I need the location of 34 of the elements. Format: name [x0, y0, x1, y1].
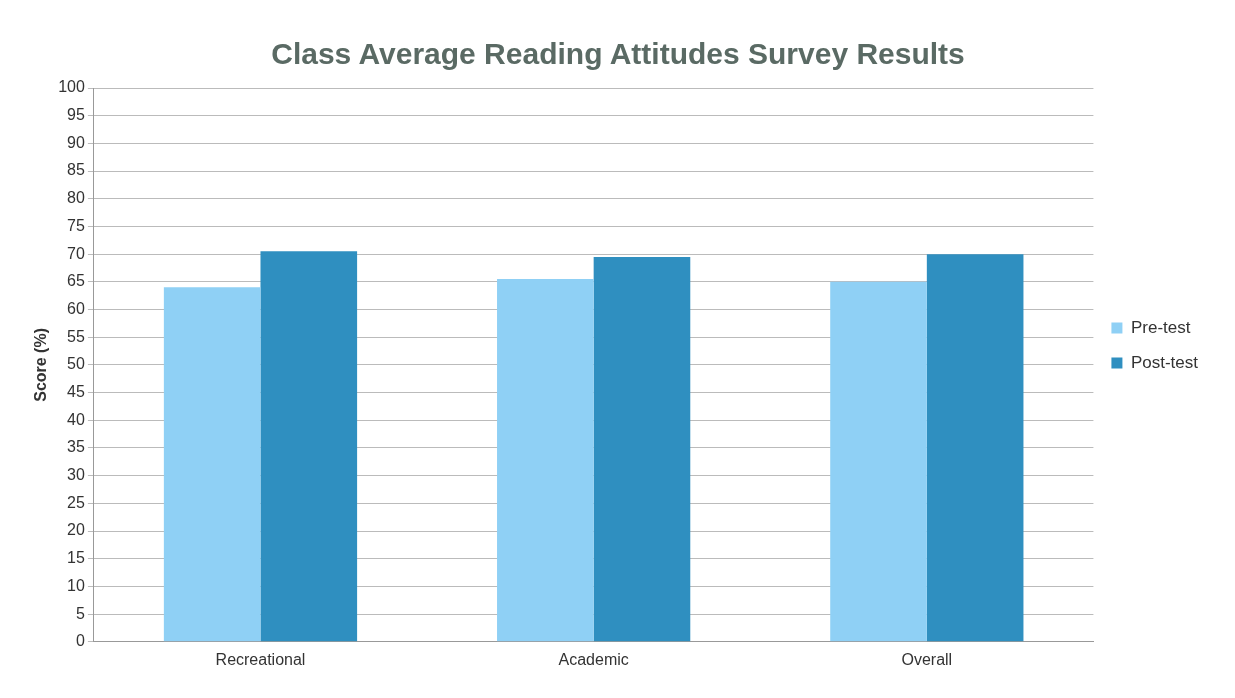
legend-label: Post-test: [1130, 352, 1199, 372]
y-tick-label: 40: [67, 410, 85, 428]
y-tick-label: 30: [67, 466, 85, 484]
y-tick-label: 10: [67, 576, 85, 594]
x-tick-label: Recreational: [215, 650, 306, 668]
y-tick-label: 85: [67, 161, 85, 179]
bar: [260, 251, 358, 642]
y-tick-label: 25: [67, 493, 85, 511]
y-tick-label: 70: [67, 244, 85, 262]
bar: [497, 279, 594, 642]
x-tick-label: Overall: [901, 650, 953, 668]
y-tick-label: 45: [67, 383, 85, 400]
y-tick-label: 15: [67, 549, 85, 567]
bar: [926, 254, 1024, 642]
y-tick-label: 5: [75, 604, 85, 622]
y-tick-label: 50: [67, 355, 85, 373]
y-tick-label: 100: [58, 78, 85, 96]
y-tick-label: 65: [67, 272, 85, 290]
y-tick-label: 75: [67, 216, 85, 234]
bar: [163, 287, 261, 642]
chart-title: Class Average Reading Attitudes Survey Results: [271, 37, 965, 71]
y-tick-label: 90: [67, 133, 85, 151]
y-tick-label: 0: [75, 632, 85, 650]
y-tick-label: 60: [67, 299, 85, 317]
bar: [830, 281, 927, 642]
legend-label: Pre-test: [1130, 317, 1191, 337]
y-tick-label: 95: [67, 106, 85, 124]
y-axis-title: Score (%): [32, 328, 50, 402]
y-tick-label: 20: [67, 521, 85, 539]
y-tick-label: 80: [67, 189, 85, 207]
x-tick-label: Academic: [558, 650, 629, 668]
bar: [593, 256, 691, 642]
y-tick-label: 55: [67, 327, 85, 345]
y-tick-label: 35: [67, 438, 85, 456]
